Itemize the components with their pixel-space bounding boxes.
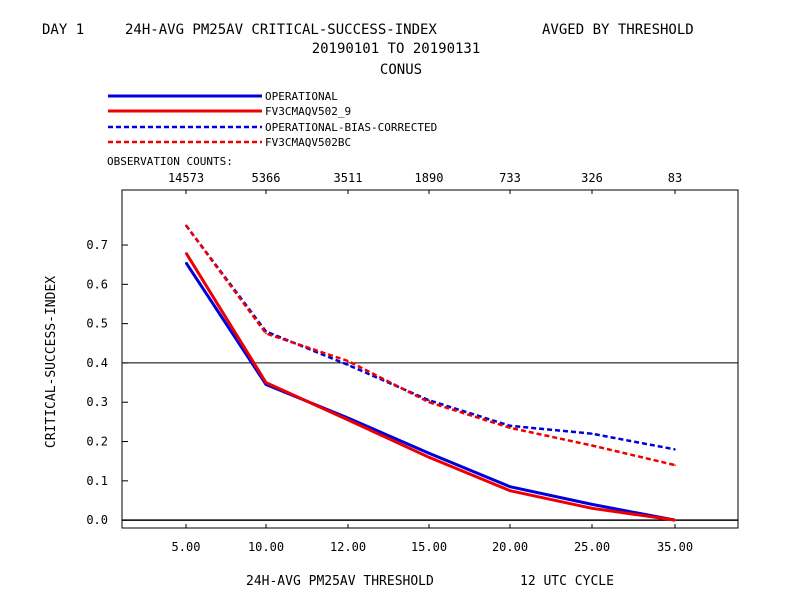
y-tick-label-3: 0.3 <box>86 395 108 409</box>
series-3-point-0 <box>185 224 187 227</box>
y-tick-label-7: 0.7 <box>86 238 108 252</box>
series-0-point-3 <box>428 452 430 455</box>
series-line-2 <box>185 224 676 451</box>
legend-label-1: FV3CMAQV502_9 <box>265 105 351 118</box>
series-line-0 <box>184 261 676 522</box>
day-label: DAY 1 <box>42 22 84 38</box>
x-tick-label-0: 5.00 <box>172 540 201 554</box>
region-label: CONUS <box>380 62 422 78</box>
observation-count-3: 1890 <box>415 171 444 185</box>
chart-title: 24H-AVG PM25AV CRITICAL-SUCCESS-INDEX <box>125 22 437 38</box>
series-1-point-1 <box>265 381 267 384</box>
series-3-point-6 <box>674 464 676 466</box>
series-1-point-2 <box>347 419 349 421</box>
series-3-point-2 <box>347 360 349 362</box>
y-axis-title: CRITICAL-SUCCESS-INDEX <box>44 276 59 448</box>
observation-count-4: 733 <box>499 171 521 185</box>
series-2-point-6 <box>674 448 676 451</box>
x-tick-label-4: 20.00 <box>492 540 528 554</box>
series-1-point-4 <box>509 489 511 492</box>
observation-count-6: 83 <box>668 171 682 185</box>
legend-label-0: OPERATIONAL <box>265 90 338 103</box>
series-0-point-4 <box>509 485 511 488</box>
observation-count-2: 3511 <box>334 171 363 185</box>
series-1-point-6 <box>674 519 676 521</box>
x-tick-label-5: 25.00 <box>574 540 610 554</box>
averaging-label: AVGED BY THRESHOLD <box>542 22 694 38</box>
y-tick-label-2: 0.2 <box>86 435 108 449</box>
legend-label-3: FV3CMAQV502BC <box>265 136 351 149</box>
x-tick-label-2: 12.00 <box>330 540 366 554</box>
x-tick-label-6: 35.00 <box>657 540 693 554</box>
series-2-point-5 <box>591 432 593 435</box>
series-1-point-5 <box>591 507 593 510</box>
series-2-point-4 <box>509 425 511 427</box>
x-tick-label-1: 10.00 <box>248 540 284 554</box>
series-0-point-5 <box>591 503 593 506</box>
y-tick-label-5: 0.5 <box>86 317 108 331</box>
observation-count-1: 5366 <box>252 171 281 185</box>
series-3-point-4 <box>509 426 511 429</box>
observation-counts-row: 14573 5366 3511 1890 733 326 83 <box>168 171 682 185</box>
series-2-point-2 <box>347 364 349 366</box>
date-range: 20190101 TO 20190131 <box>312 41 481 57</box>
x-tick-label-3: 15.00 <box>411 540 447 554</box>
x-axis-title: 24H-AVG PM25AV THRESHOLD <box>246 574 434 589</box>
series-1-point-3 <box>428 456 430 459</box>
plot-frame <box>121 189 739 529</box>
series-layer <box>184 224 676 522</box>
legend: OPERATIONAL FV3CMAQV502_9 OPERATIONAL-BIAS… <box>108 90 437 149</box>
series-3-point-1 <box>265 332 267 335</box>
cycle-label: 12 UTC CYCLE <box>520 574 614 589</box>
series-3-point-5 <box>591 444 593 447</box>
y-tick-label-4: 0.4 <box>86 356 108 370</box>
axes: 0.0 0.1 0.2 0.3 0.4 0.5 0.6 0.7 5.00 10.00 12.00 15… <box>86 190 738 554</box>
series-line-3 <box>184 224 676 467</box>
observation-count-5: 326 <box>581 171 603 185</box>
series-3-point-3 <box>428 401 430 404</box>
observation-count-0: 14573 <box>168 171 204 185</box>
observation-counts-label: OBSERVATION COUNTS: <box>107 155 233 168</box>
y-tick-label-6: 0.6 <box>86 277 108 291</box>
y-tick-label-0: 0.0 <box>86 513 108 527</box>
y-tick-label-1: 0.1 <box>86 474 108 488</box>
legend-label-2: OPERATIONAL-BIAS-CORRECTED <box>265 121 437 134</box>
series-1-point-0 <box>185 252 187 254</box>
series-line-1 <box>184 252 676 522</box>
series-2-point-3 <box>428 399 430 402</box>
series-0-point-0 <box>185 261 187 264</box>
